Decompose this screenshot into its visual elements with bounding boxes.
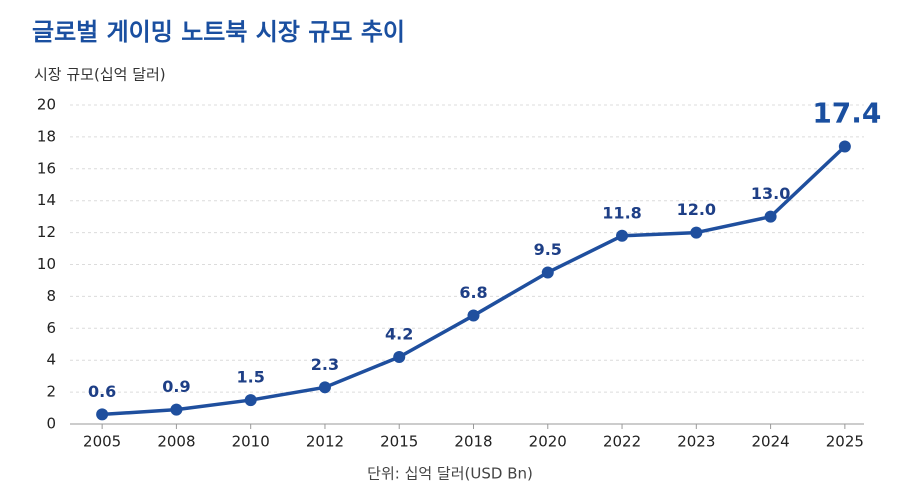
x-tick-label: 2015	[380, 433, 418, 451]
point	[616, 229, 629, 242]
data-label: 4.2	[385, 325, 413, 344]
x-tick-label: 2005	[83, 433, 121, 451]
point	[318, 381, 331, 394]
point	[838, 140, 851, 153]
y-tick-label: 2	[46, 383, 56, 401]
x-tick-label: 2023	[677, 433, 715, 451]
point	[393, 351, 406, 364]
y-tick-label: 0	[46, 415, 56, 433]
data-label: 17.4	[812, 96, 881, 129]
line	[102, 145, 847, 417]
y-tick-label: 10	[37, 255, 56, 273]
data-label: 11.8	[602, 203, 641, 222]
footnote: 단위: 십억 달러(USD Bn)	[367, 465, 533, 483]
point	[244, 394, 257, 407]
point	[467, 309, 480, 322]
point	[96, 408, 109, 421]
y-tick-label: 6	[46, 319, 56, 337]
x-tick-label: 2018	[454, 433, 492, 451]
y-tick-label: 16	[37, 159, 56, 177]
data-label: 6.8	[459, 283, 487, 302]
y-tick-label: 20	[37, 96, 56, 114]
point	[170, 403, 183, 416]
x-tick-label: 2008	[157, 433, 195, 451]
x-tick-label: 2010	[232, 433, 270, 451]
data-label: 12.0	[677, 200, 716, 219]
y-tick-label: 18	[37, 127, 56, 145]
y-tick-label: 4	[46, 351, 56, 369]
y-tick-label: 14	[37, 191, 56, 209]
point	[541, 266, 554, 279]
y-tick-label: 12	[37, 223, 56, 241]
y-axis-title: 시장 규모(십억 달러)	[34, 66, 166, 84]
x-tick-label: 2020	[529, 433, 567, 451]
point	[690, 226, 703, 239]
x-tick-label: 2025	[826, 433, 864, 451]
data-label: 2.3	[311, 355, 339, 374]
data-label: 1.5	[237, 368, 265, 387]
x-tick-label: 2024	[751, 433, 789, 451]
data-label: 0.6	[88, 382, 116, 401]
data-label: 9.5	[534, 240, 562, 259]
data-label: 0.9	[162, 377, 190, 396]
y-tick-label: 8	[46, 287, 56, 305]
x-tick-label: 2012	[306, 433, 344, 451]
x-tick-label: 2022	[603, 433, 641, 451]
data-label: 13.0	[751, 184, 790, 203]
point	[764, 210, 777, 223]
chart-title: 글로벌 게이밍 노트북 시장 규모 추이	[32, 18, 405, 46]
